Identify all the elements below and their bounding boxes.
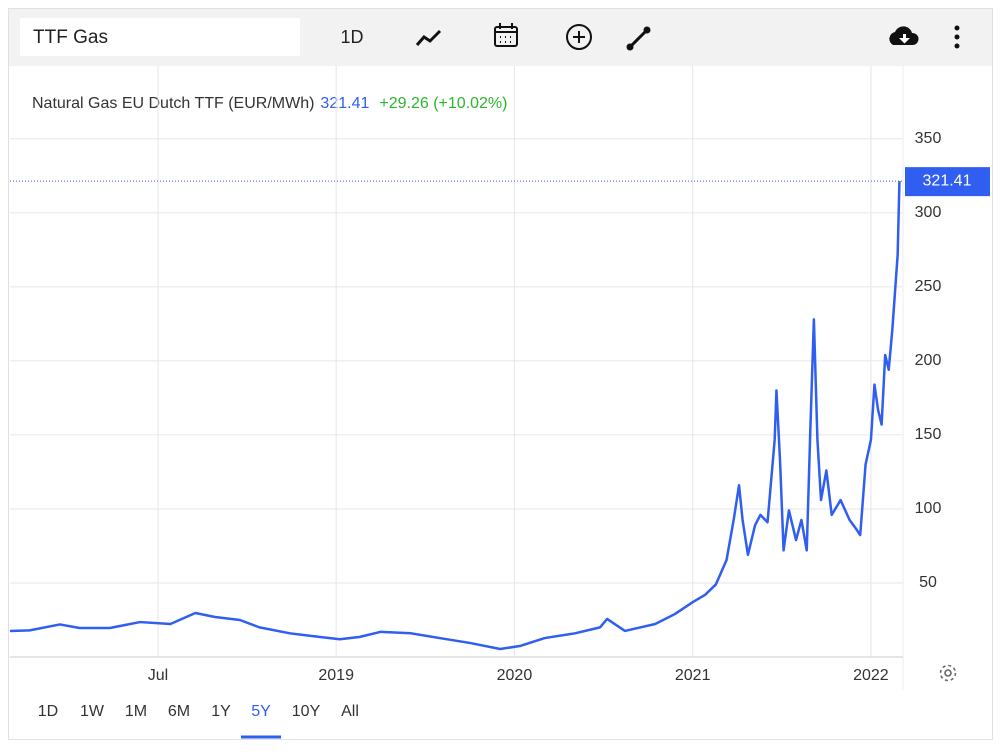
range-button[interactable]: 1D <box>38 703 58 720</box>
last-price: 321.41 <box>320 95 369 112</box>
x-tick-label: 2019 <box>318 667 354 684</box>
last-price-label: 321.41 <box>923 172 972 189</box>
y-tick-label: 50 <box>919 574 937 591</box>
y-tick-label: 350 <box>915 130 942 147</box>
y-tick-label: 150 <box>915 426 942 443</box>
download-icon[interactable] <box>889 26 919 45</box>
range-button[interactable]: 6M <box>168 703 190 720</box>
y-tick-label: 250 <box>915 278 942 295</box>
range-button[interactable]: 1W <box>80 703 105 720</box>
price-change: +29.26 (+10.02%) <box>379 95 507 112</box>
chart-title: Natural Gas EU Dutch TTF (EUR/MWh) <box>32 95 314 112</box>
settings-icon[interactable] <box>939 664 957 682</box>
draw-icon[interactable] <box>626 26 651 51</box>
price-line <box>9 181 901 651</box>
x-tick-label: Jul <box>148 667 168 684</box>
range-button[interactable]: 10Y <box>292 703 321 720</box>
frame <box>8 8 993 740</box>
range-button[interactable]: 5Y <box>251 703 271 720</box>
chart-type-icon[interactable] <box>415 29 442 46</box>
symbol-text: TTF Gas <box>33 27 108 48</box>
symbol-input[interactable] <box>20 18 300 56</box>
y-tick-label: 100 <box>915 500 942 517</box>
menu-icon[interactable] <box>954 25 960 49</box>
x-tick-label: 2021 <box>675 667 711 684</box>
range-button[interactable]: 1Y <box>211 703 231 720</box>
range-button[interactable]: All <box>341 703 359 720</box>
y-tick-label: 200 <box>915 352 942 369</box>
range-button[interactable]: 1M <box>125 703 147 720</box>
last-price-box <box>905 167 990 197</box>
calendar-icon[interactable] <box>494 23 518 47</box>
interval-button[interactable]: 1D <box>340 27 363 47</box>
y-tick-label: 300 <box>915 204 942 221</box>
compare-icon[interactable] <box>566 24 592 50</box>
x-tick-label: 2022 <box>853 667 889 684</box>
x-tick-label: 2020 <box>497 667 533 684</box>
